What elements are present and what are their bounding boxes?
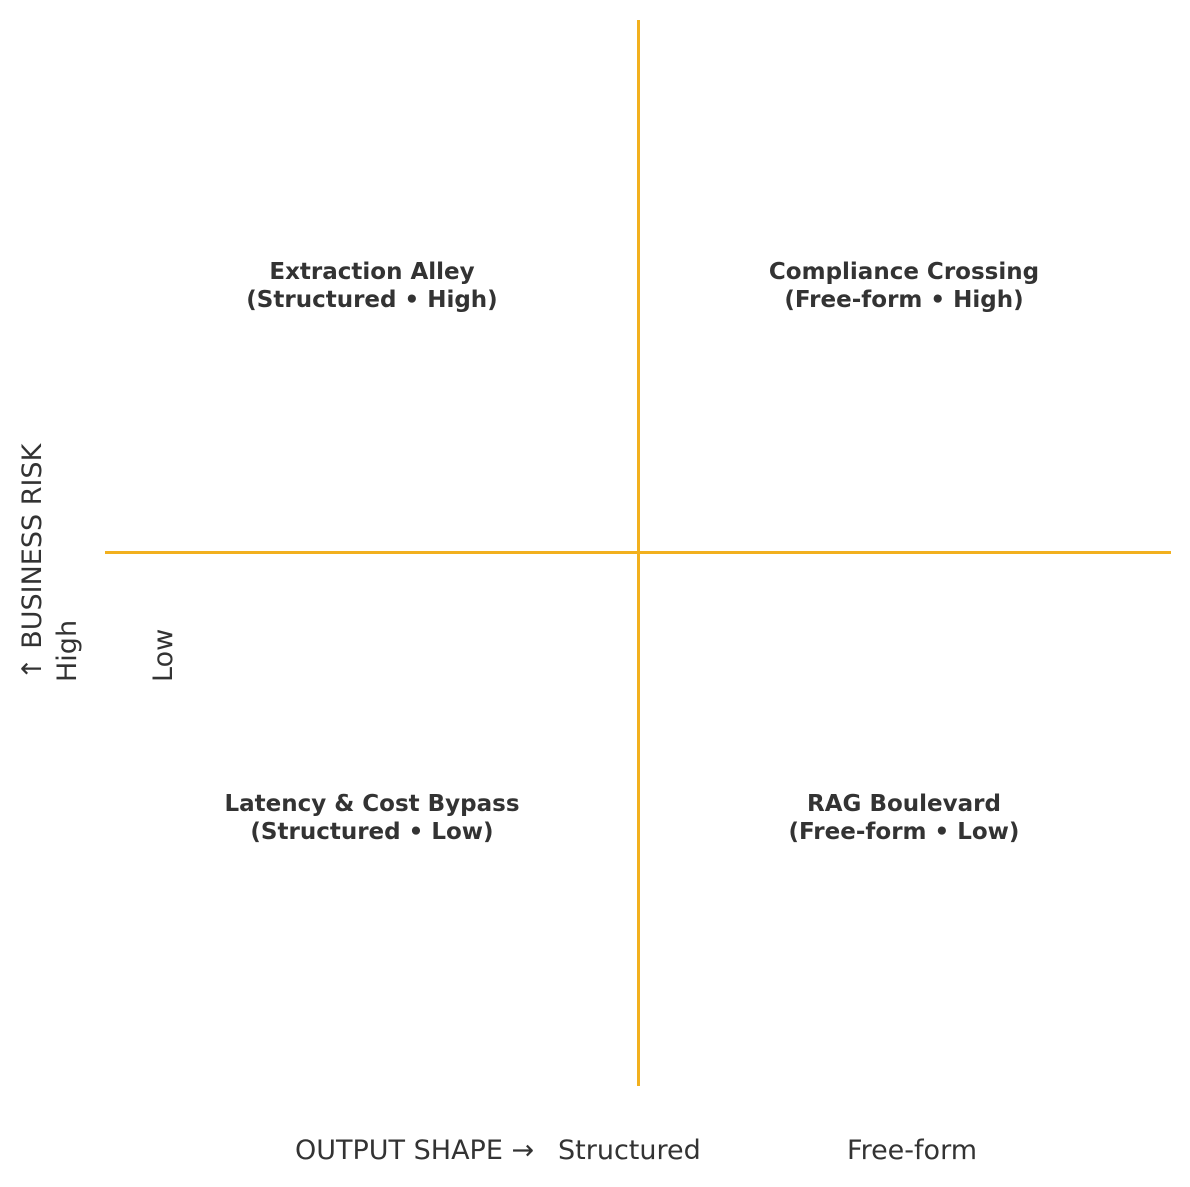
quadrant-subtitle: (Free-form • Low) xyxy=(788,819,1020,845)
quadrant-subtitle: (Structured • Low) xyxy=(250,819,494,845)
x-axis-title: OUTPUT SHAPE → xyxy=(295,1135,535,1166)
quadrant-title: Latency & Cost Bypass xyxy=(224,791,520,817)
quadrant-subtitle: (Structured • High) xyxy=(246,287,498,313)
quadrant-subtitle: (Free-form • High) xyxy=(784,287,1024,313)
quadrant-title: Extraction Alley xyxy=(269,259,475,285)
y-tick-high: High xyxy=(52,619,83,682)
y-axis-title: ↑ BUSINESS RISK xyxy=(17,443,48,680)
quadrant-bottom-left: Latency & Cost Bypass (Structured • Low) xyxy=(162,790,582,846)
x-tick-structured: Structured xyxy=(558,1135,701,1166)
y-tick-low: Low xyxy=(148,628,179,682)
quadrant-title: RAG Boulevard xyxy=(807,791,1001,817)
quadrant-top-right: Compliance Crossing (Free-form • High) xyxy=(694,258,1114,314)
x-tick-free-form: Free-form xyxy=(847,1135,977,1166)
quadrant-title: Compliance Crossing xyxy=(768,259,1040,285)
quadrant-bottom-right: RAG Boulevard (Free-form • Low) xyxy=(694,790,1114,846)
quadrant-top-left: Extraction Alley (Structured • High) xyxy=(162,258,582,314)
horizontal-divider-line xyxy=(105,551,1171,554)
